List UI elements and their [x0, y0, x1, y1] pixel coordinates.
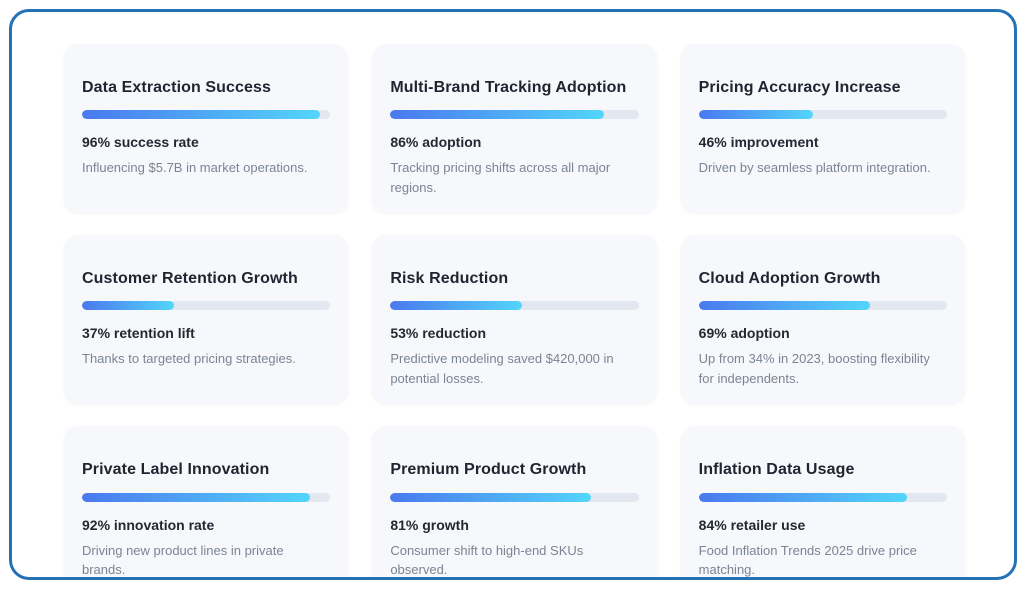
card-description: Up from 34% in 2023, boosting flexibilit… — [698, 351, 930, 386]
progress-bar-track — [390, 110, 639, 120]
stat-card: Risk Reduction 53% reduction Predictive … — [372, 235, 657, 405]
progress-bar-fill — [390, 110, 604, 120]
card-stat-value: 69% adoption — [698, 325, 790, 342]
card-description: Tracking pricing shifts across all major… — [390, 160, 611, 195]
progress-bar-track — [390, 492, 639, 502]
progress-bar-track — [82, 110, 331, 120]
card-description: Consumer shift to high-end SKUs observed… — [390, 542, 584, 578]
card-stat-value: 92% innovation rate — [82, 516, 215, 533]
stat-card: Data Extraction Success 96% success rate… — [64, 44, 349, 214]
stat-card: Premium Product Growth 81% growth Consum… — [372, 426, 657, 578]
stat-card: Pricing Accuracy Increase 46% improvemen… — [680, 44, 965, 214]
stat-card: Customer Retention Growth 37% retention … — [64, 235, 349, 405]
progress-bar-fill — [698, 301, 870, 311]
progress-bar-fill — [82, 110, 321, 120]
card-title: Inflation Data Usage — [698, 461, 855, 479]
stat-card: Inflation Data Usage 84% retailer use Fo… — [680, 426, 965, 578]
stat-card: Cloud Adoption Growth 69% adoption Up fr… — [680, 235, 965, 405]
stat-card: Private Label Innovation 92% innovation … — [64, 426, 349, 578]
card-title: Cloud Adoption Growth — [698, 270, 881, 288]
card-description: Food Inflation Trends 2025 drive price m… — [698, 542, 917, 578]
progress-bar-track — [390, 301, 639, 311]
progress-bar-fill — [390, 301, 522, 311]
card-title: Private Label Innovation — [82, 461, 270, 479]
card-title: Multi-Brand Tracking Adoption — [390, 79, 627, 96]
progress-bar-fill — [390, 492, 592, 502]
progress-bar-track — [698, 492, 947, 502]
card-description: Driving new product lines in private bra… — [82, 542, 284, 578]
card-stat-value: 96% success rate — [82, 134, 199, 151]
card-stat-value: 37% retention lift — [82, 325, 195, 342]
stat-cards-grid: Data Extraction Success 96% success rate… — [64, 44, 965, 577]
card-description: Thanks to targeted pricing strategies. — [82, 351, 296, 367]
progress-bar-fill — [698, 110, 813, 120]
progress-bar-fill — [82, 301, 174, 311]
card-description: Driven by seamless platform integration. — [698, 160, 931, 176]
card-stat-value: 81% growth — [390, 516, 469, 533]
card-title: Customer Retention Growth — [82, 270, 298, 288]
card-stat-value: 46% improvement — [698, 134, 819, 151]
card-title: Premium Product Growth — [390, 461, 587, 479]
card-stat-value: 84% retailer use — [698, 516, 806, 533]
card-stat-value: 86% adoption — [390, 134, 482, 151]
progress-bar-fill — [82, 492, 311, 502]
stat-card: Multi-Brand Tracking Adoption 86% adopti… — [372, 44, 657, 214]
card-title: Risk Reduction — [390, 270, 509, 288]
card-description: Predictive modeling saved $420,000 in po… — [390, 351, 614, 386]
progress-bar-track — [698, 301, 947, 311]
progress-bar-track — [82, 492, 331, 502]
progress-bar-track — [698, 110, 947, 120]
page-frame: Data Extraction Success 96% success rate… — [9, 9, 1017, 580]
progress-bar-track — [82, 301, 331, 311]
progress-bar-fill — [698, 492, 908, 502]
card-stat-value: 53% reduction — [390, 325, 487, 342]
card-description: Influencing $5.7B in market operations. — [82, 160, 308, 176]
card-title: Data Extraction Success — [82, 79, 272, 96]
card-title: Pricing Accuracy Increase — [698, 79, 901, 96]
